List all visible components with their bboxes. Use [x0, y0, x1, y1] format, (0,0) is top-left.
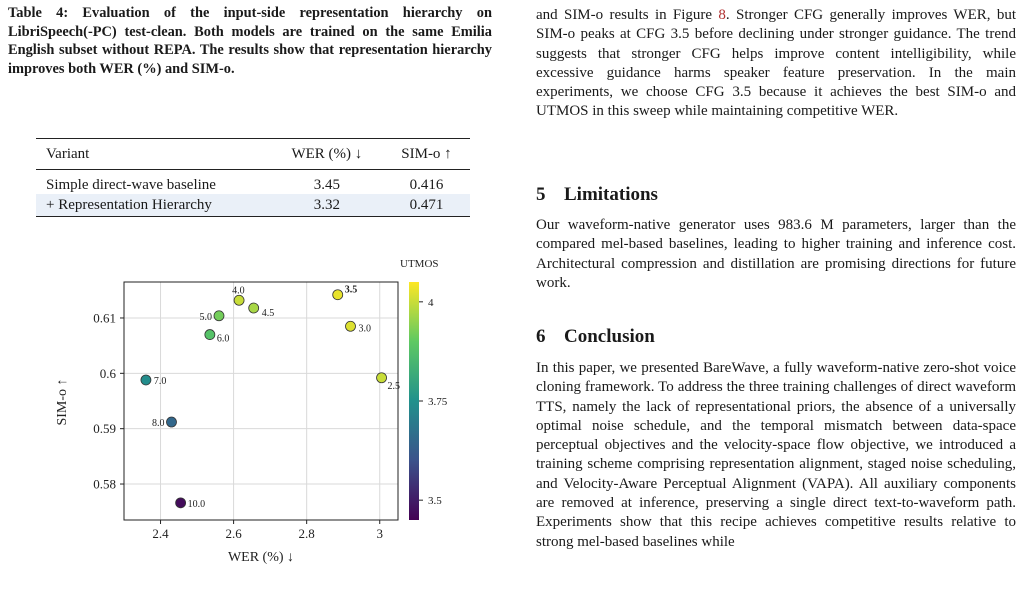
x-tick-label: 2.8: [299, 526, 315, 541]
paragraph-cfg-discussion: and SIM-o results in Figure 8. Stronger …: [536, 6, 1016, 122]
point-label: 10.0: [188, 499, 206, 510]
section-title: Conclusion: [564, 326, 655, 347]
paragraph-text: . Stronger CFG generally improves WER, b…: [536, 7, 1016, 120]
cell-wer: 3.45: [313, 176, 340, 193]
section-number: 5: [536, 184, 546, 205]
paragraph-limitations: Our waveform-native generator uses 983.6…: [536, 217, 1016, 291]
y-axis-label: SIM-o ↑: [55, 378, 70, 425]
data-points: 2.5 3.0 3.5 4.0 4.5 5.0 6.0 7.0 8.0 10.0: [140, 285, 401, 510]
colorbar: [409, 282, 419, 520]
paragraph-conclusion: In this paper, we presented BareWave, a …: [536, 360, 1016, 550]
colorbar-ticks: 3.5 3.75 4: [419, 297, 448, 507]
results-table-container: Variant WER (%) ↓ SIM-o ↑ Simple direct-…: [36, 138, 470, 217]
y-tick-label: 0.59: [93, 421, 116, 436]
header-sim: SIM-o ↑: [401, 145, 452, 162]
right-column: and SIM-o results in Figure 8. Stronger …: [536, 0, 1016, 596]
axis-ticks: 2.4 2.6 2.8 3 0.58 0.59 0.6 0.61: [93, 310, 383, 541]
x-tick-label: 2.6: [225, 526, 242, 541]
cell-sim: 0.416: [409, 176, 444, 193]
results-table: Variant WER (%) ↓ SIM-o ↑ Simple direct-…: [36, 138, 470, 217]
x-tick-label: 2.4: [152, 526, 169, 541]
data-point: [332, 289, 344, 301]
paragraph-text: and SIM-o results in Figure: [536, 7, 719, 23]
cell-variant: Simple direct-wave baseline: [46, 176, 216, 193]
table-header-row: Variant WER (%) ↓ SIM-o ↑: [36, 138, 470, 170]
point-label: 2.5: [388, 381, 401, 392]
data-point: [140, 374, 152, 386]
colorbar-tick-label: 4: [428, 297, 434, 309]
data-point: [213, 310, 225, 322]
point-label: 7.0: [154, 376, 167, 387]
y-tick-label: 0.6: [100, 366, 117, 381]
cfg-scatter-figure: 2.4 2.6 2.8 3 0.58 0.59 0.6 0.61 2.5 3.0 3.5 4.0 4.…: [8, 252, 498, 592]
point-label: 5.0: [199, 312, 212, 323]
table-caption: Table 4: Evaluation of the input-side re…: [8, 5, 492, 77]
y-tick-label: 0.58: [93, 477, 116, 492]
figure-reference-link[interactable]: 8: [718, 7, 726, 23]
scatter-chart: 2.4 2.6 2.8 3 0.58 0.59 0.6 0.61 2.5 3.0 3.5 4.0 4.…: [55, 258, 448, 565]
data-point: [233, 294, 245, 306]
data-point: [166, 416, 177, 428]
colorbar-tick-label: 3.5: [428, 495, 442, 507]
x-tick-label: 3: [376, 526, 383, 541]
point-label: 6.0: [217, 334, 230, 345]
plot-frame: [123, 281, 399, 521]
cell-wer: 3.32: [270, 194, 383, 217]
data-point: [376, 372, 387, 384]
point-label: 8.0: [152, 418, 165, 429]
colorbar-label: UTMOS: [400, 258, 439, 270]
point-label: 4.0: [232, 285, 245, 296]
section-title: Limitations: [564, 184, 658, 205]
colorbar-tick-label: 3.75: [428, 396, 448, 408]
section-heading-limitations: 5 Limitations: [536, 184, 658, 206]
data-point: [175, 497, 187, 509]
data-point: [345, 320, 356, 332]
cell-variant: + Representation Hierarchy: [36, 194, 271, 217]
section-number: 6: [536, 326, 546, 347]
point-label: 3.0: [359, 323, 372, 334]
table-row: Simple direct-wave baseline 3.45 0.416: [36, 170, 470, 195]
left-column: Table 4: Evaluation of the input-side re…: [8, 0, 498, 596]
table-row-highlighted: + Representation Hierarchy 3.32 0.471: [36, 194, 470, 217]
data-point: [248, 302, 260, 314]
point-label: 4.5: [262, 308, 275, 319]
y-tick-label: 0.61: [93, 310, 116, 325]
header-wer: WER (%) ↓: [291, 145, 363, 162]
header-variant: Variant: [46, 145, 90, 162]
point-label: 3.5: [345, 285, 358, 296]
data-point: [204, 329, 216, 340]
cell-sim: 0.471: [382, 194, 470, 217]
grid-lines: [124, 282, 398, 520]
section-heading-conclusion: 6 Conclusion: [536, 326, 655, 348]
x-axis-label: WER (%) ↓: [228, 550, 294, 565]
